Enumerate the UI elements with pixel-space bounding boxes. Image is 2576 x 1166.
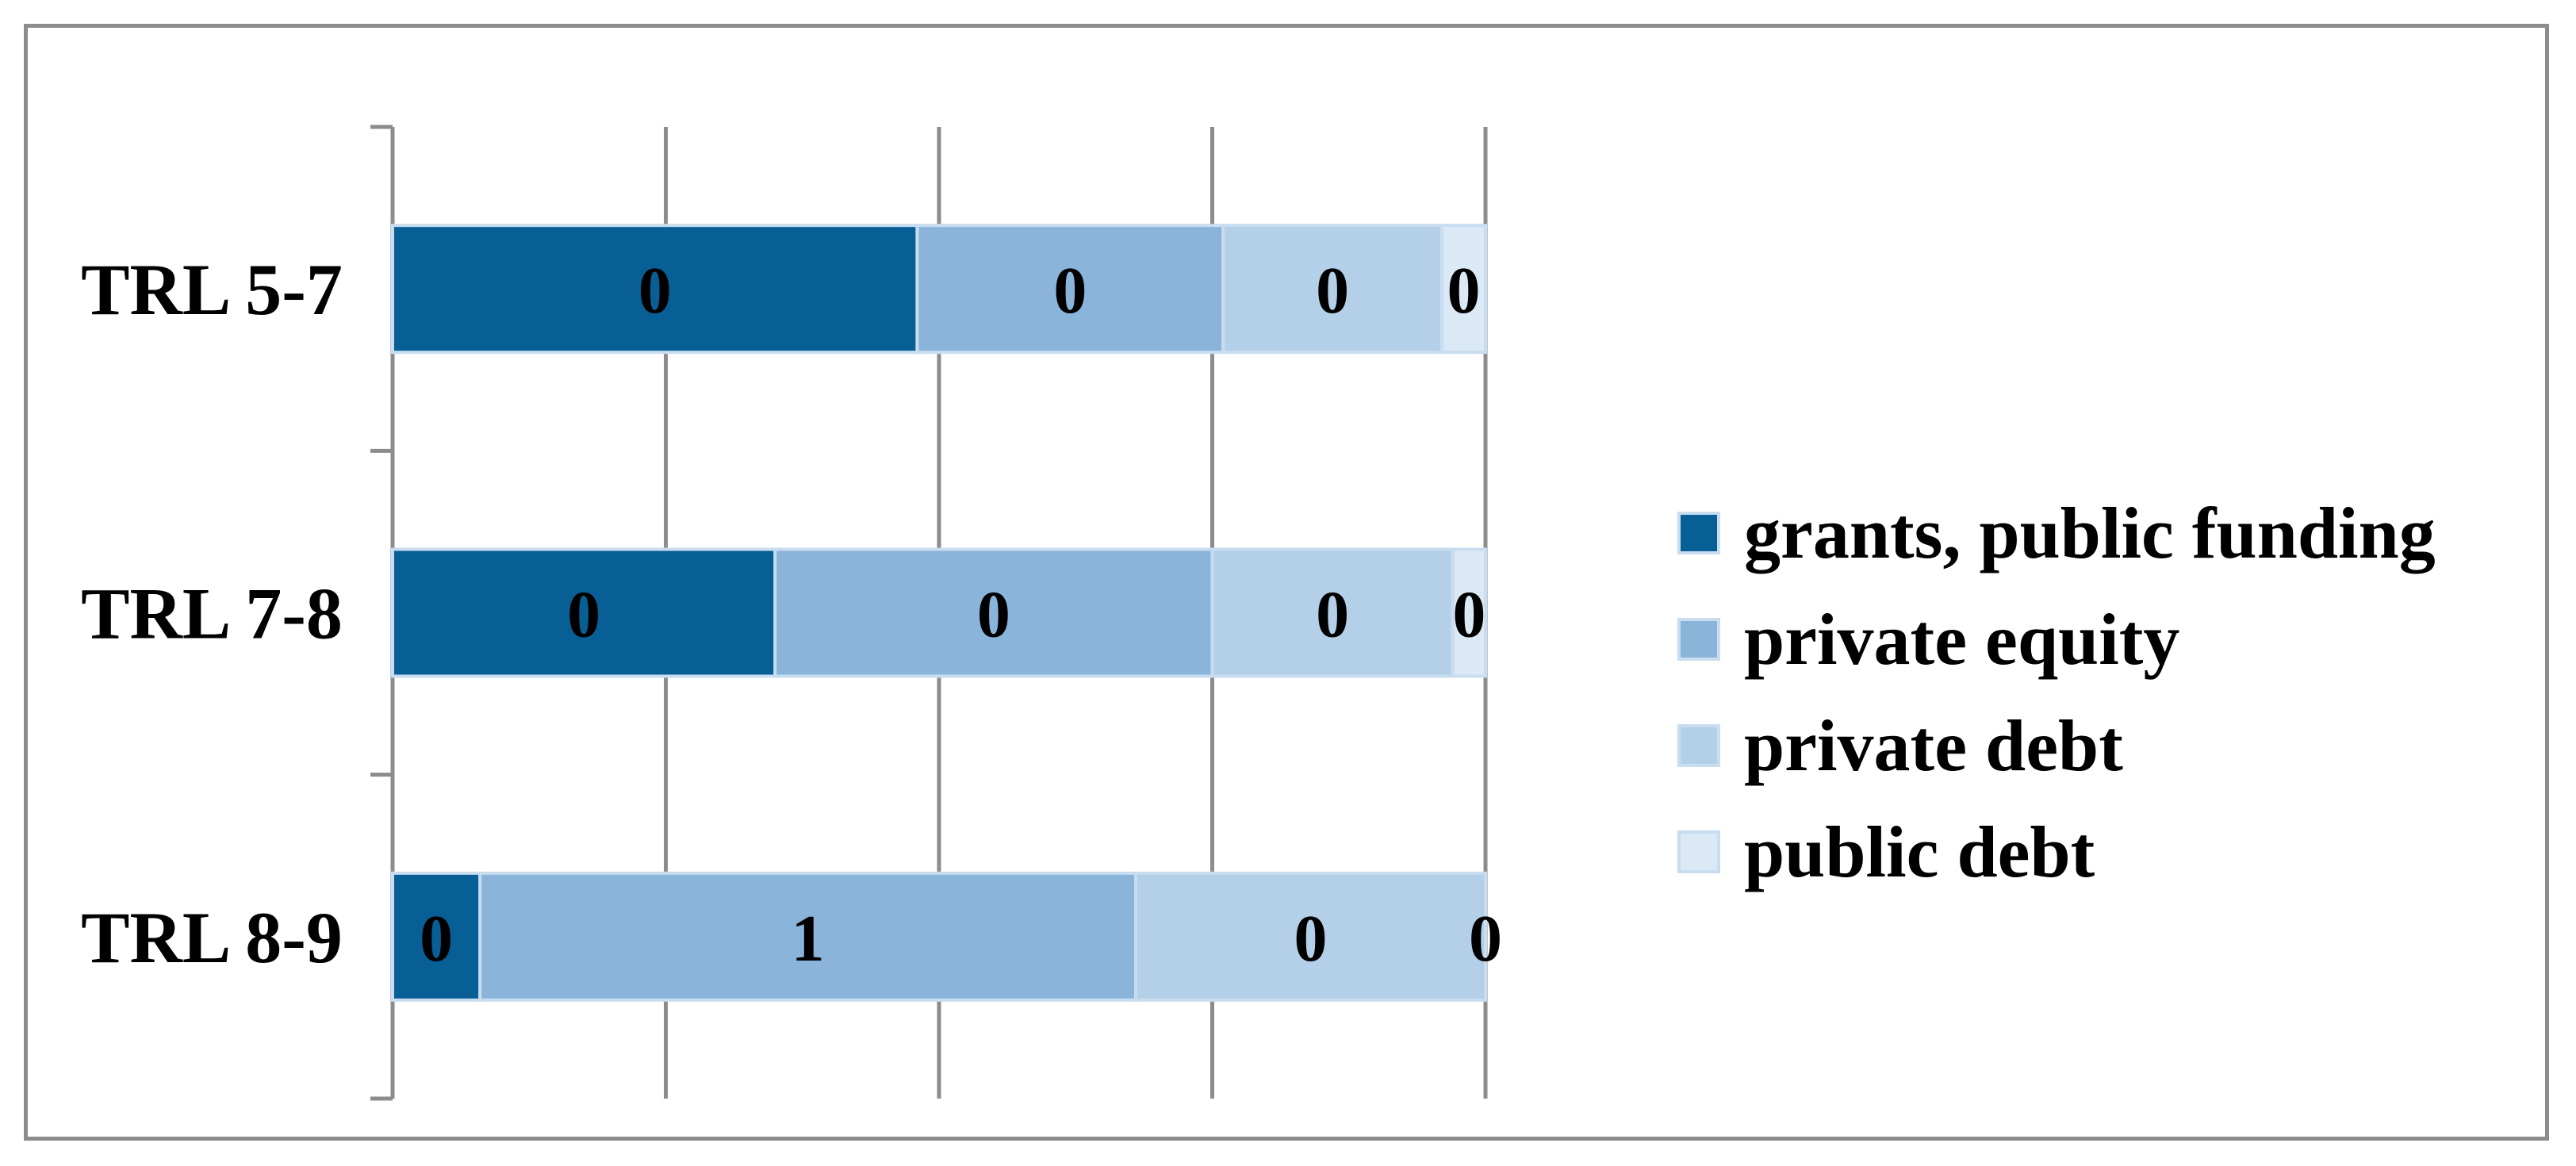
data-label: 0 [567, 578, 600, 652]
legend-swatch-private-debt [1677, 724, 1720, 767]
legend: grants, public funding private equity pr… [1677, 480, 2436, 905]
y-axis [370, 125, 395, 1101]
legend-swatch-grants [1677, 512, 1720, 554]
data-label: 0 [1316, 254, 1349, 328]
data-label: 0 [1452, 578, 1485, 652]
legend-swatch-private-equity [1677, 618, 1720, 661]
legend-item-private-debt: private debt [1677, 692, 2436, 799]
legend-swatch-public-debt [1677, 830, 1720, 873]
bar-segment [1134, 871, 1488, 1002]
data-label: 0 [1053, 254, 1087, 328]
bar-segment [915, 224, 1225, 355]
data-label: 0 [1294, 902, 1328, 976]
data-labels: 0 0 0 0 0 0 0 0 0 1 0 0 [420, 254, 1502, 976]
bar-segment [1439, 224, 1488, 355]
legend-item-private-equity: private equity [1677, 586, 2436, 692]
bars [391, 224, 1488, 1002]
data-label: 0 [1316, 578, 1349, 652]
legend-item-grants: grants, public funding [1677, 480, 2436, 586]
category-labels: TRL 5-7 TRL 7-8 TRL 8-9 [81, 249, 343, 978]
bar-segment [773, 547, 1214, 678]
legend-label-private-debt: private debt [1744, 705, 2123, 786]
bar-segment [1221, 224, 1443, 355]
bar-segment [391, 547, 777, 678]
bar-segment [478, 871, 1138, 1002]
legend-label-grants: grants, public funding [1744, 493, 2436, 573]
category-label: TRL 5-7 [81, 249, 343, 330]
legend-label-private-equity: private equity [1744, 599, 2180, 680]
category-label: TRL 8-9 [81, 897, 343, 978]
bar-segment [1210, 547, 1455, 678]
data-label: 0 [977, 578, 1010, 652]
category-label: TRL 7-8 [81, 573, 343, 654]
data-label: 0 [420, 902, 453, 976]
data-label: 1 [792, 902, 825, 976]
stacked-bar-chart: 0 0 0 0 0 0 0 0 0 1 0 0 TRL 5-7 TRL 7-8 TRL 8-9 [81, 125, 1502, 1101]
legend-item-public-debt: public debt [1677, 799, 2436, 905]
bar-segment [1451, 547, 1488, 678]
bar-segment [391, 871, 482, 1002]
data-label: 0 [1469, 902, 1502, 976]
chart-frame: 0 0 0 0 0 0 0 0 0 1 0 0 TRL 5-7 TRL 7-8 TRL 8-9 grant… [24, 24, 2549, 1141]
data-label: 0 [638, 254, 672, 328]
legend-label-public-debt: public debt [1744, 811, 2095, 892]
data-label: 0 [1447, 254, 1480, 328]
